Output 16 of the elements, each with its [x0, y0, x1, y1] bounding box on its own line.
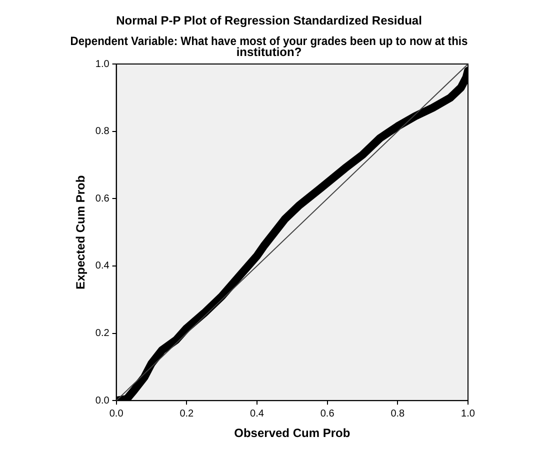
y-tick-label: 0.6 [95, 193, 110, 204]
y-tick-label: 0.4 [95, 260, 110, 272]
y-axis-title: Expected Cum Prob [74, 175, 88, 290]
x-tick-label: 0.2 [180, 408, 194, 420]
y-tick-label: 1.0 [95, 58, 110, 70]
y-tick-label: 0.0 [95, 395, 110, 406]
chart-subtitle: Dependent Variable: What have most of your grades been up to now at this institution? [70, 36, 468, 59]
x-tick-label: 1.0 [461, 408, 476, 420]
y-tick-label: 0.8 [95, 126, 110, 138]
x-tick-label: 0.4 [250, 408, 264, 420]
x-axis-title: Observed Cum Prob [234, 426, 350, 440]
x-tick-label: 0.0 [109, 408, 124, 420]
chart-title: Normal P-P Plot of Regression Standardized Residual [116, 14, 422, 28]
y-tick-label: 0.2 [95, 328, 110, 340]
x-tick-label: 0.6 [320, 408, 335, 420]
x-tick-label: 0.8 [390, 408, 406, 420]
